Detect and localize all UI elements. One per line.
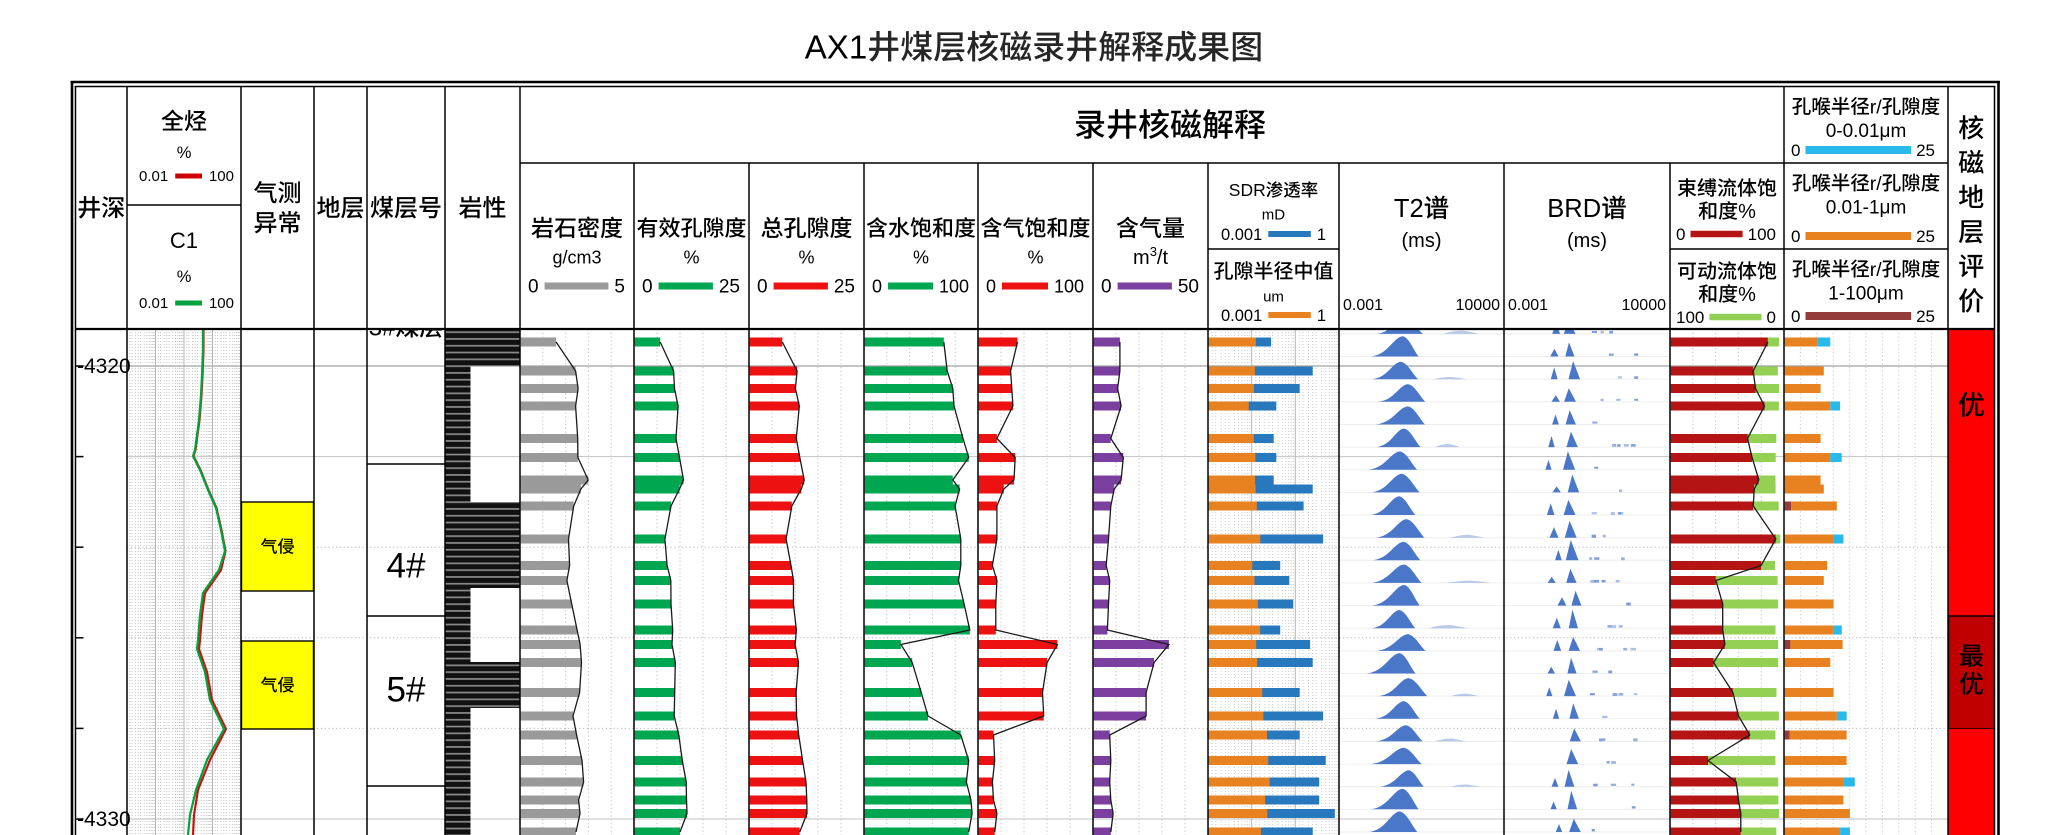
svg-text:0.01-1μm: 0.01-1μm [1826, 198, 1907, 219]
svg-text:T2: T2 [1394, 195, 1424, 223]
svg-text:%: % [1028, 247, 1044, 267]
svg-text:0-0.01μm: 0-0.01μm [1826, 121, 1907, 142]
svg-text:AX1: AX1 [805, 29, 867, 66]
svg-text:0: 0 [1791, 141, 1800, 160]
svg-text:4#: 4# [387, 546, 426, 585]
svg-text:10000: 10000 [1622, 297, 1667, 314]
svg-text:0.01: 0.01 [139, 168, 168, 185]
svg-text:BRD: BRD [1547, 195, 1601, 223]
svg-text:0: 0 [1767, 308, 1776, 327]
svg-text:r/: r/ [1870, 96, 1882, 118]
svg-text:r/: r/ [1870, 259, 1882, 281]
svg-text:-4330: -4330 [77, 808, 131, 831]
svg-text:%: % [684, 247, 700, 267]
svg-text:(ms): (ms) [1567, 230, 1607, 252]
svg-text:um: um [1263, 288, 1284, 305]
svg-text:0: 0 [1101, 277, 1112, 298]
svg-text:SDR: SDR [1229, 180, 1266, 200]
svg-text:0: 0 [1791, 307, 1800, 326]
svg-text:25: 25 [1916, 307, 1935, 326]
svg-text:(ms): (ms) [1402, 230, 1442, 252]
svg-text:3: 3 [1150, 244, 1157, 259]
svg-text:100: 100 [939, 276, 969, 296]
svg-text:50: 50 [1178, 277, 1199, 298]
svg-text:0.001: 0.001 [1221, 307, 1262, 325]
svg-text:0: 0 [757, 277, 768, 298]
svg-text:3#: 3# [369, 315, 396, 342]
svg-text:0: 0 [986, 276, 996, 296]
svg-text:0: 0 [872, 276, 882, 296]
svg-text:m: m [1133, 247, 1150, 269]
svg-text:0.001: 0.001 [1343, 297, 1383, 314]
svg-text:25: 25 [1916, 227, 1935, 246]
svg-text:g/cm3: g/cm3 [553, 247, 602, 267]
svg-text:0: 0 [1676, 225, 1685, 244]
svg-text:25: 25 [719, 277, 740, 298]
svg-text:0: 0 [528, 277, 539, 298]
svg-text:25: 25 [834, 277, 855, 298]
svg-text:5: 5 [614, 277, 625, 298]
svg-text:100: 100 [209, 168, 234, 185]
svg-text:100: 100 [1054, 276, 1084, 296]
svg-text:0.001: 0.001 [1508, 297, 1548, 314]
svg-text:5#: 5# [387, 670, 426, 709]
svg-text:1: 1 [1317, 307, 1326, 325]
svg-text:1-100μm: 1-100μm [1828, 284, 1903, 305]
svg-text:C1: C1 [170, 228, 198, 253]
svg-text:/t: /t [1157, 247, 1169, 269]
svg-text:100: 100 [1748, 225, 1776, 244]
svg-text:10000: 10000 [1456, 297, 1501, 314]
svg-text:%: % [1738, 284, 1756, 306]
svg-text:%: % [177, 144, 192, 162]
svg-text:25: 25 [1916, 141, 1935, 160]
svg-text:mD: mD [1262, 206, 1285, 223]
svg-text:1: 1 [1317, 226, 1326, 244]
svg-text:100: 100 [209, 295, 234, 312]
svg-text:%: % [913, 247, 929, 267]
svg-text:0.01: 0.01 [139, 295, 168, 312]
svg-text:%: % [1738, 201, 1756, 223]
svg-text:%: % [799, 247, 815, 267]
svg-text:0.001: 0.001 [1221, 226, 1262, 244]
svg-text:0: 0 [1791, 227, 1800, 246]
svg-text:-4320: -4320 [77, 355, 131, 378]
svg-text:%: % [177, 268, 192, 286]
svg-text:100: 100 [1676, 308, 1704, 327]
svg-text:r/: r/ [1870, 173, 1882, 195]
svg-text:0: 0 [642, 277, 653, 298]
